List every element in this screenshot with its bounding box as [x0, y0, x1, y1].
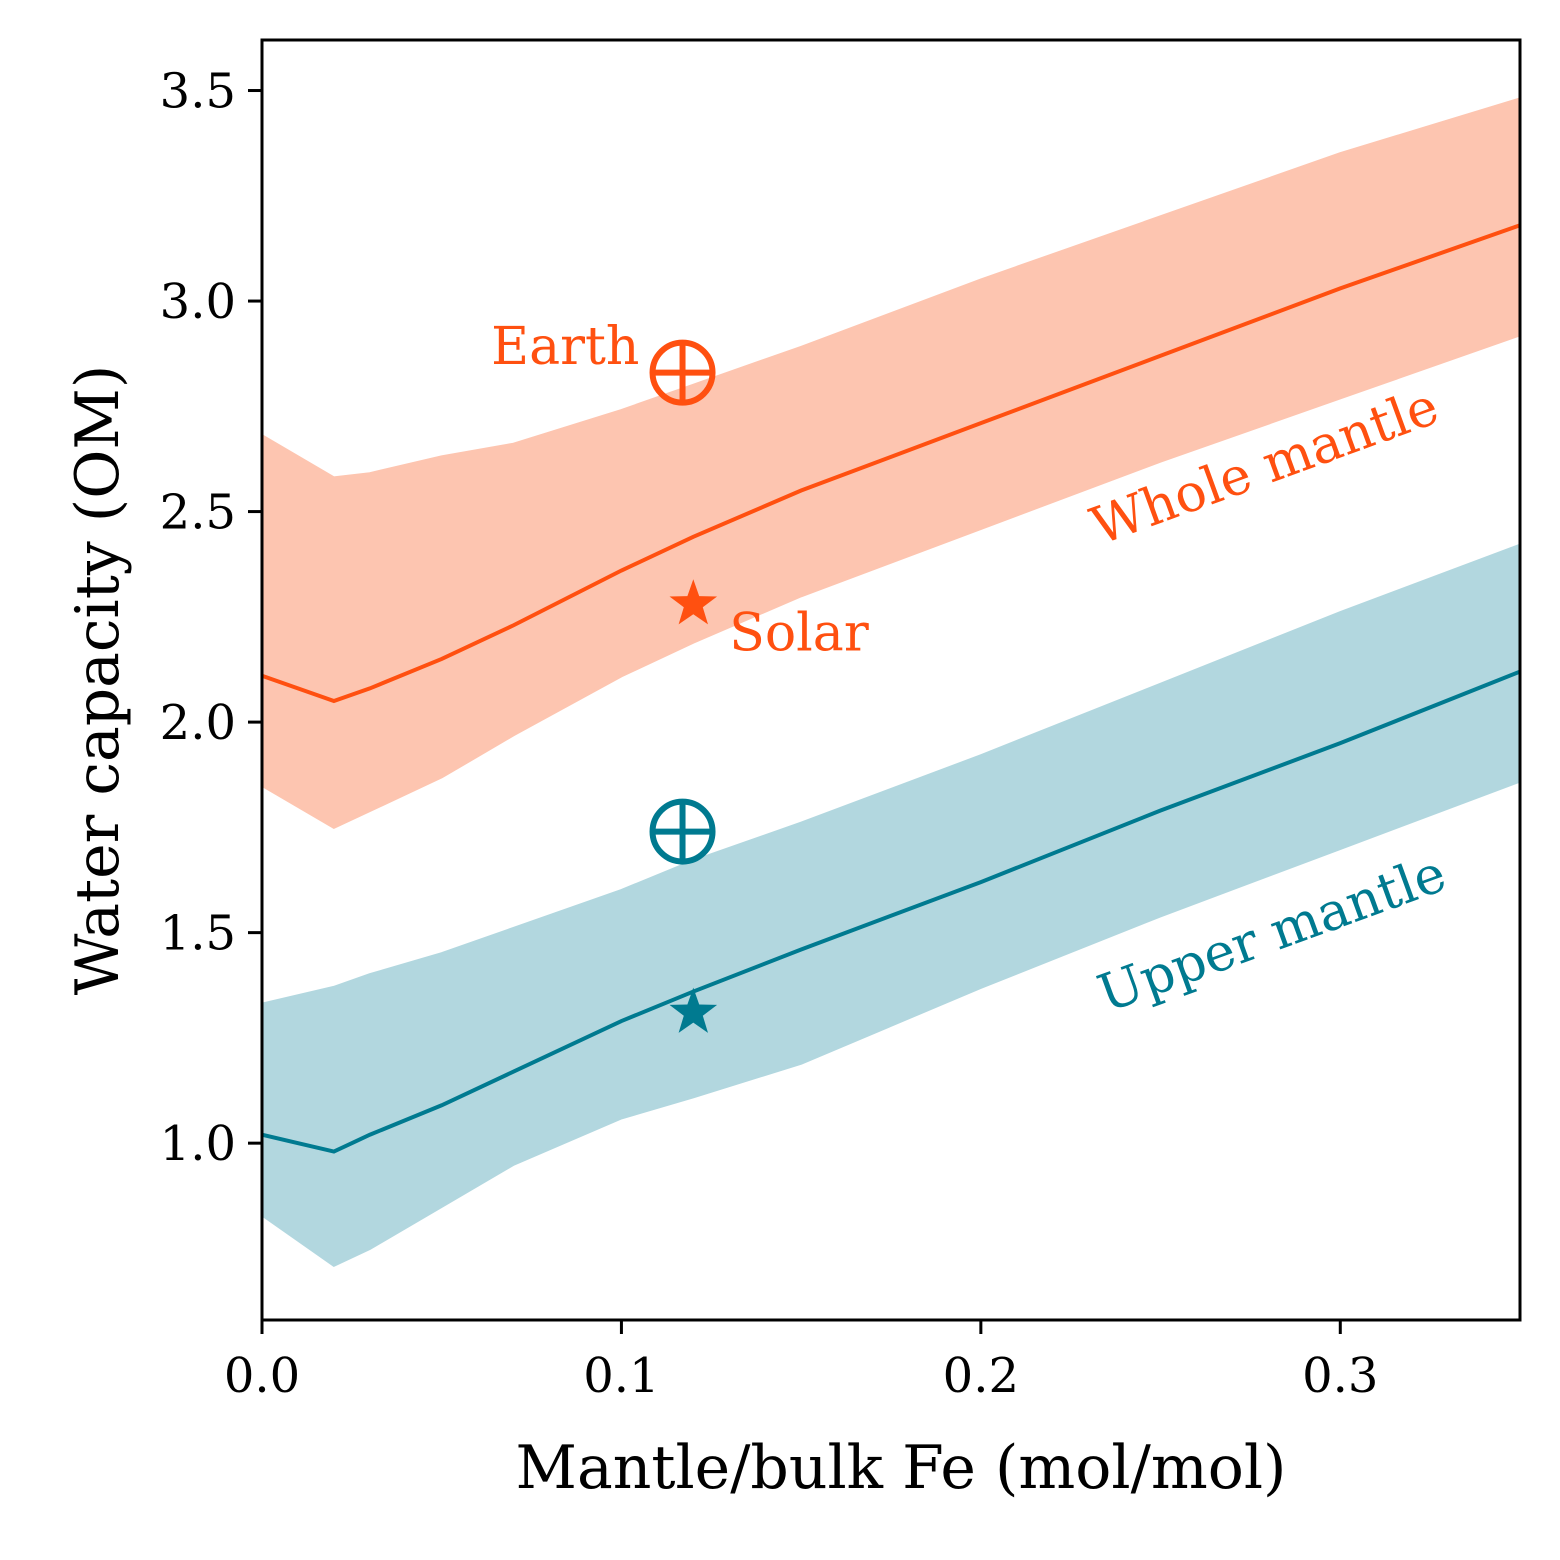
x-tick-label: 0.3	[1302, 1348, 1378, 1404]
axes-frame	[260, 38, 1522, 1322]
annotation-solar: Solar	[729, 604, 869, 664]
y-tick-label: 2.5	[160, 485, 236, 541]
y-axis-label: Water capacity (OM)	[63, 365, 133, 995]
whole-mantle-band	[262, 97, 1520, 830]
markers	[649, 339, 718, 1033]
y-tick-label: 2.0	[160, 695, 236, 751]
whole-mantle-star-marker	[669, 579, 718, 625]
x-tick-label: 0.1	[583, 1348, 659, 1404]
upper-mantle-star-marker	[669, 987, 718, 1033]
y-tick-label: 1.5	[160, 906, 236, 962]
whole-mantle-line	[262, 223, 1520, 704]
upper-mantle-line	[262, 669, 1520, 1154]
plot-area	[262, 97, 1520, 1267]
axis-ticks: 0.0 0.1 0.2 0.3 1.0 1.5 2.0 2.5 3.0 3.5	[160, 64, 1379, 1404]
x-tick-label: 0.2	[943, 1348, 1019, 1404]
upper-mantle-earth-marker	[649, 798, 716, 865]
y-tick-label: 3.0	[160, 274, 236, 330]
y-tick-label: 1.0	[160, 1116, 236, 1172]
x-tick-label: 0.0	[224, 1348, 300, 1404]
x-axis-label: Mantle/bulk Fe (mol/mol)	[516, 1433, 1287, 1503]
upper-mantle-band	[262, 543, 1520, 1267]
whole-mantle-earth-marker	[649, 339, 716, 406]
annotation-earth: Earth	[491, 317, 639, 377]
y-tick-label: 3.5	[160, 64, 236, 120]
